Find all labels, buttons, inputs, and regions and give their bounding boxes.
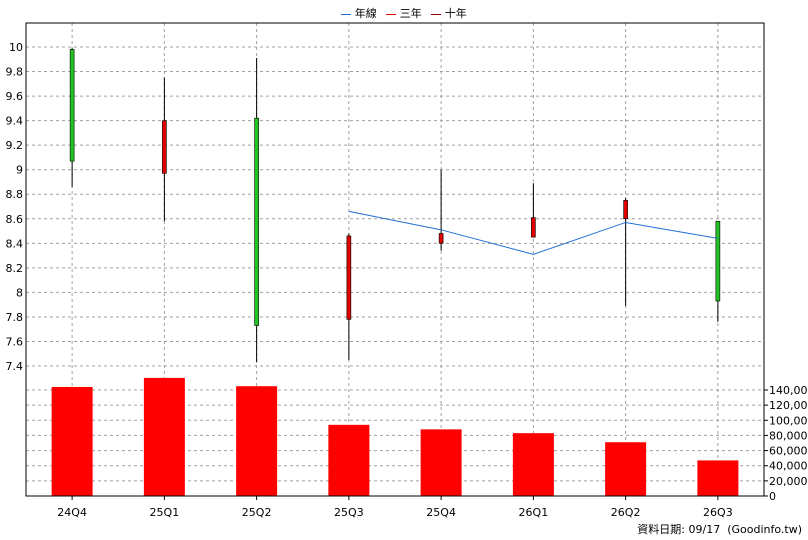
- x-tick-label: 25Q4: [426, 506, 456, 519]
- legend-swatch-annual: [341, 13, 352, 15]
- x-tick-label: 24Q4: [57, 506, 87, 519]
- candle-body: [254, 117, 259, 326]
- legend-item-three-year: 三年: [386, 7, 425, 20]
- price-tick-label: 7.6: [6, 335, 24, 348]
- x-tick-label: 26Q2: [611, 506, 641, 519]
- price-tick-label: 8.8: [6, 188, 24, 201]
- candle-body: [531, 217, 536, 238]
- price-tick-label: 9.6: [6, 90, 24, 103]
- price-tick-label: 7.4: [6, 360, 24, 373]
- x-tick-label: 25Q3: [334, 506, 364, 519]
- candle-body: [715, 220, 721, 302]
- volume-bar: [512, 433, 554, 496]
- volume-bar: [605, 442, 647, 496]
- legend-label-three-year: 三年: [399, 7, 422, 20]
- annual-line: [348, 210, 718, 255]
- volume-bar: [328, 424, 370, 496]
- volume-tick-label: 40,000: [769, 460, 808, 473]
- volume-tick-label: 80,000: [769, 429, 808, 442]
- candle-body: [69, 49, 75, 162]
- x-tick-label: 25Q1: [150, 506, 180, 519]
- volume-tick-label: 60,000: [769, 445, 808, 458]
- volume-bar: [143, 377, 185, 496]
- candle-body: [162, 120, 167, 174]
- legend-swatch-three-year: [386, 13, 397, 15]
- legend-label-ten-year: 十年: [444, 7, 467, 20]
- volume-tick-label: 120,000: [769, 399, 808, 412]
- candle-body: [438, 233, 444, 244]
- plot-frame: [25, 22, 765, 497]
- price-tick-label: 9: [16, 164, 23, 177]
- volume-bar: [236, 386, 278, 496]
- price-tick-label: 9.2: [6, 139, 24, 152]
- candle-body: [346, 235, 352, 320]
- footer-source: 資料日期: 09/17 (Goodinfo.tw): [637, 523, 802, 536]
- legend-item-ten-year: 十年: [431, 7, 467, 20]
- x-tick-label: 25Q2: [242, 506, 272, 519]
- price-tick-label: 8.6: [6, 213, 24, 226]
- price-tick-label: 7.8: [6, 311, 24, 324]
- legend: 年線 三年 十年: [0, 5, 808, 21]
- candle-body: [623, 200, 628, 220]
- volume-bar: [51, 386, 93, 496]
- legend-item-annual: 年線: [341, 7, 380, 20]
- legend-swatch-ten-year: [431, 13, 442, 15]
- x-tick-label: 26Q3: [703, 506, 733, 519]
- volume-bar: [697, 460, 739, 496]
- volume-tick-label: 140,000: [769, 384, 808, 397]
- price-tick-label: 9.8: [6, 66, 24, 79]
- x-tick-label: 26Q1: [519, 506, 549, 519]
- volume-tick-label: 100,000: [769, 414, 808, 427]
- volume-tick-label: 0: [769, 490, 776, 503]
- price-tick-label: 10: [9, 41, 23, 54]
- plot-border: [25, 22, 765, 497]
- price-tick-label: 8.4: [6, 237, 24, 250]
- volume-bar: [420, 429, 462, 496]
- price-tick-label: 9.4: [6, 115, 24, 128]
- price-tick-label: 8.2: [6, 262, 24, 275]
- volume-tick-label: 20,000: [769, 475, 808, 488]
- price-tick-label: 8: [16, 286, 23, 299]
- legend-label-annual: 年線: [354, 7, 377, 20]
